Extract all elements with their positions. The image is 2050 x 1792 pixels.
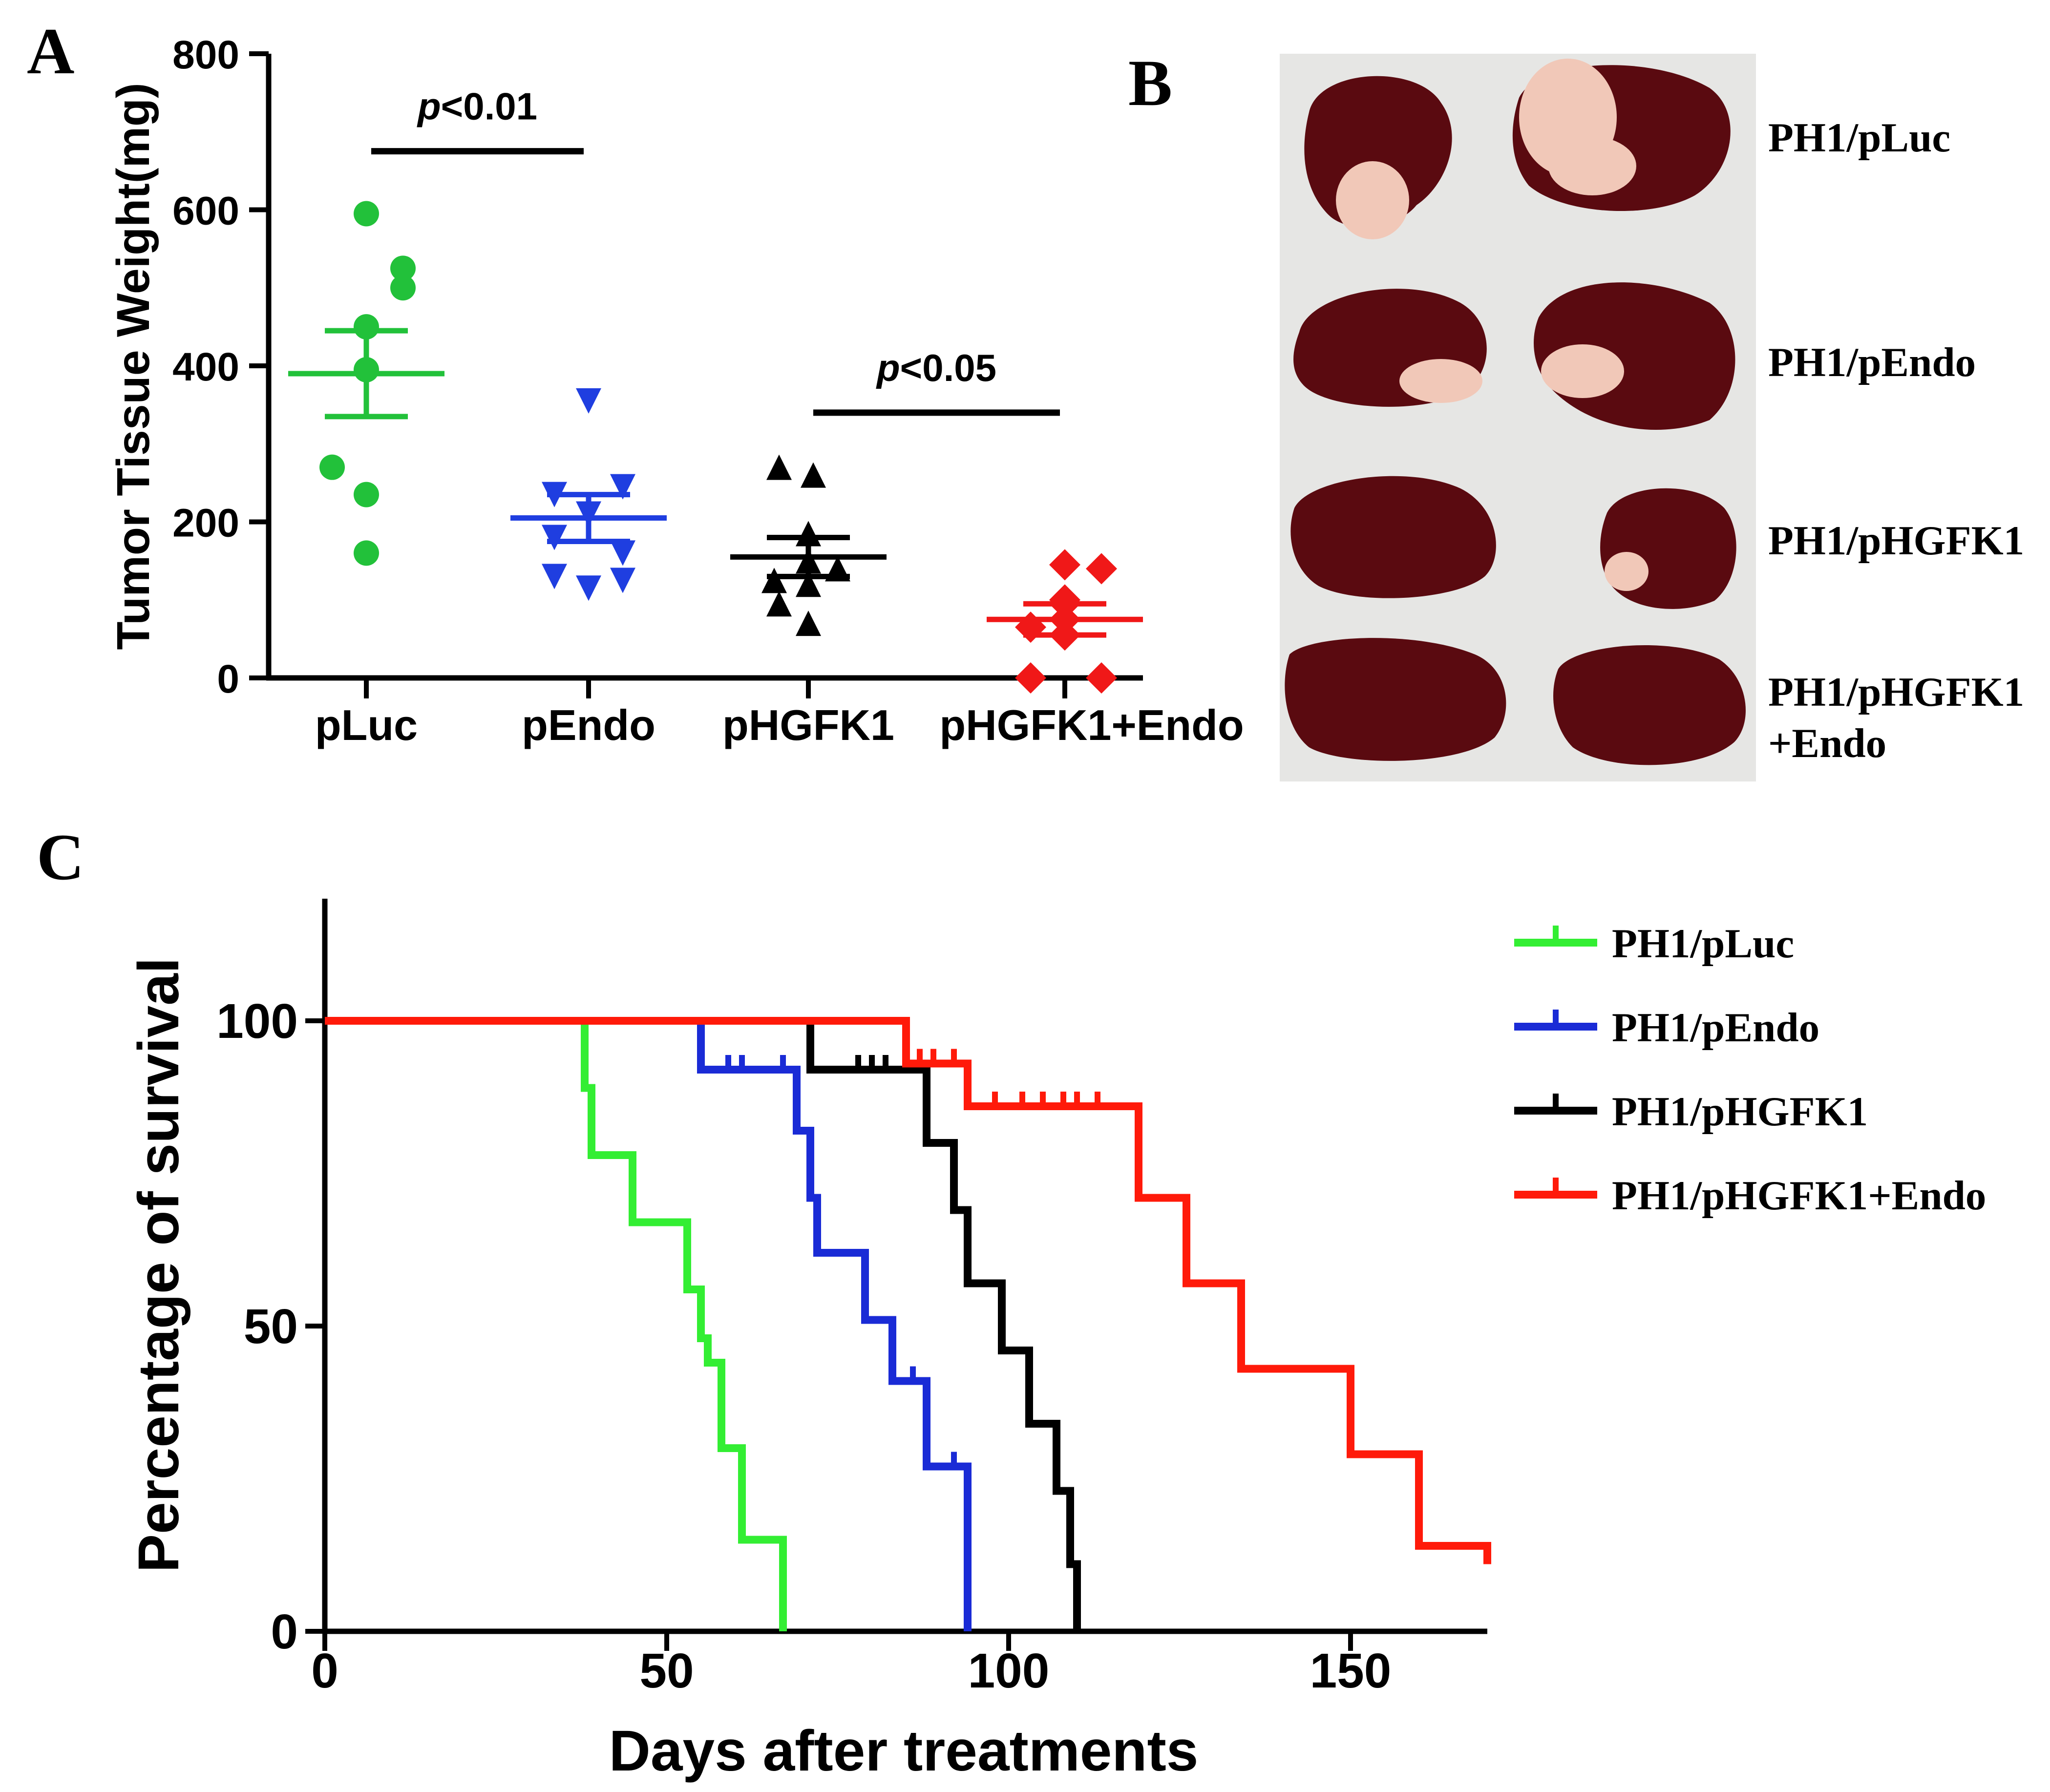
survival-chart: Percentage of survival Days after treatm… (127, 899, 1986, 1783)
y-axis-label-c: Percentage of survival (127, 957, 191, 1572)
liver-photo (1285, 59, 1746, 765)
y-tick-label-c: 50 (244, 1299, 298, 1354)
data-point-pHGFK1+Endo (1086, 553, 1117, 585)
tumor-weight-chart: Tumor Tissue Weight(mg) 0 200 400 600 800 pL… (107, 33, 1244, 749)
significance-value: <0.01 (441, 85, 537, 128)
data-point-pEndo (542, 564, 567, 590)
data-point-pLuc (319, 454, 345, 480)
x-tick-label-c: 50 (639, 1644, 694, 1698)
data-point-pEndo (610, 474, 635, 500)
photo-label-phgfk1: PH1/pHGFK1 (1768, 518, 2024, 564)
legend-label: PH1/pLuc (1612, 921, 1794, 967)
y-tick-label-a: 800 (172, 33, 239, 77)
data-point-pEndo (542, 525, 567, 550)
legend-label: PH1/pHGFK1+Endo (1612, 1173, 1986, 1219)
panel-label-c: C (37, 821, 85, 894)
survival-legend: PH1/pLuc PH1/pEndo PH1/pHGFK1 PH1/pHGFK1+En… (1514, 921, 1986, 1219)
data-point-pHGFK1+Endo (1015, 611, 1046, 643)
data-point-pHGFK1+Endo (1015, 662, 1046, 694)
data-point-pHGFK1 (766, 454, 792, 480)
data-point-pLuc (354, 201, 379, 227)
survival-line-PH1/pHGFK1+Endo (325, 1017, 1491, 1564)
y-tick-label-a: 0 (217, 657, 239, 701)
data-point-pHGFK1 (761, 568, 787, 593)
data-point-pHGFK1 (766, 591, 792, 617)
significance-p: p (417, 85, 441, 128)
liver-photo-panel: PH1/pLuc PH1/pEndo PH1/pHGFK1 PH1/pHGFK1… (1280, 54, 2024, 781)
photo-label-pendo: PH1/pEndo (1768, 339, 1976, 385)
significance-label: p<0.05 (876, 346, 996, 389)
panel-label-a: A (27, 15, 75, 88)
legend-label: PH1/pEndo (1612, 1005, 1819, 1051)
x-tick-label-a: pEndo (522, 701, 655, 749)
significance-value: <0.05 (900, 346, 996, 389)
x-tick-label-c: 150 (1310, 1644, 1392, 1698)
data-point-pHGFK1 (801, 462, 826, 488)
data-point-pHGFK1+Endo (1086, 662, 1117, 694)
x-tick-label-a: pHGFK1 (722, 701, 894, 749)
survival-line-PH1/pEndo (325, 1017, 972, 1631)
y-tick-label-a: 200 (172, 501, 239, 546)
data-point-pLuc (354, 540, 379, 566)
data-point-pHGFK1 (796, 571, 821, 597)
x-tick-label-a: pHGFK1+Endo (939, 701, 1244, 749)
data-point-pHGFK1+Endo (1049, 549, 1080, 581)
data-point-pEndo (610, 540, 635, 566)
x-axis-label-c: Days after treatments (609, 1719, 1199, 1783)
photo-label-phgfk1-endo-line2: +Endo (1768, 720, 1886, 766)
data-point-pLuc (390, 275, 416, 301)
y-tick-label-a: 400 (172, 345, 239, 389)
data-point-pLuc (354, 482, 379, 507)
significance-p: p (876, 346, 900, 389)
photo-label-phgfk1-endo: PH1/pHGFK1 (1768, 669, 2024, 715)
y-axis-label-a: Tumor Tissue Weight(mg) (107, 83, 159, 650)
panel-label-b: B (1128, 47, 1172, 120)
y-tick-label-c: 100 (216, 994, 298, 1049)
data-point-pEndo (610, 568, 635, 593)
x-tick-label-c: 100 (968, 1644, 1050, 1698)
photo-label-pluc: PH1/pLuc (1768, 115, 1950, 161)
data-point-pEndo (576, 388, 601, 414)
data-point-pEndo (576, 575, 601, 601)
legend-label: PH1/pHGFK1 (1612, 1089, 1868, 1135)
survival-line-PH1/pLuc (325, 1017, 787, 1631)
survival-line-PH1/pHGFK1 (325, 1017, 1081, 1631)
significance-label: p<0.01 (417, 85, 537, 128)
x-tick-label-c: 0 (311, 1644, 338, 1698)
y-tick-label-a: 600 (172, 189, 239, 233)
data-point-pHGFK1 (796, 611, 821, 636)
x-tick-label-a: pLuc (315, 701, 418, 749)
y-tick-label-c: 0 (271, 1604, 298, 1659)
data-point-pLuc (390, 255, 416, 281)
